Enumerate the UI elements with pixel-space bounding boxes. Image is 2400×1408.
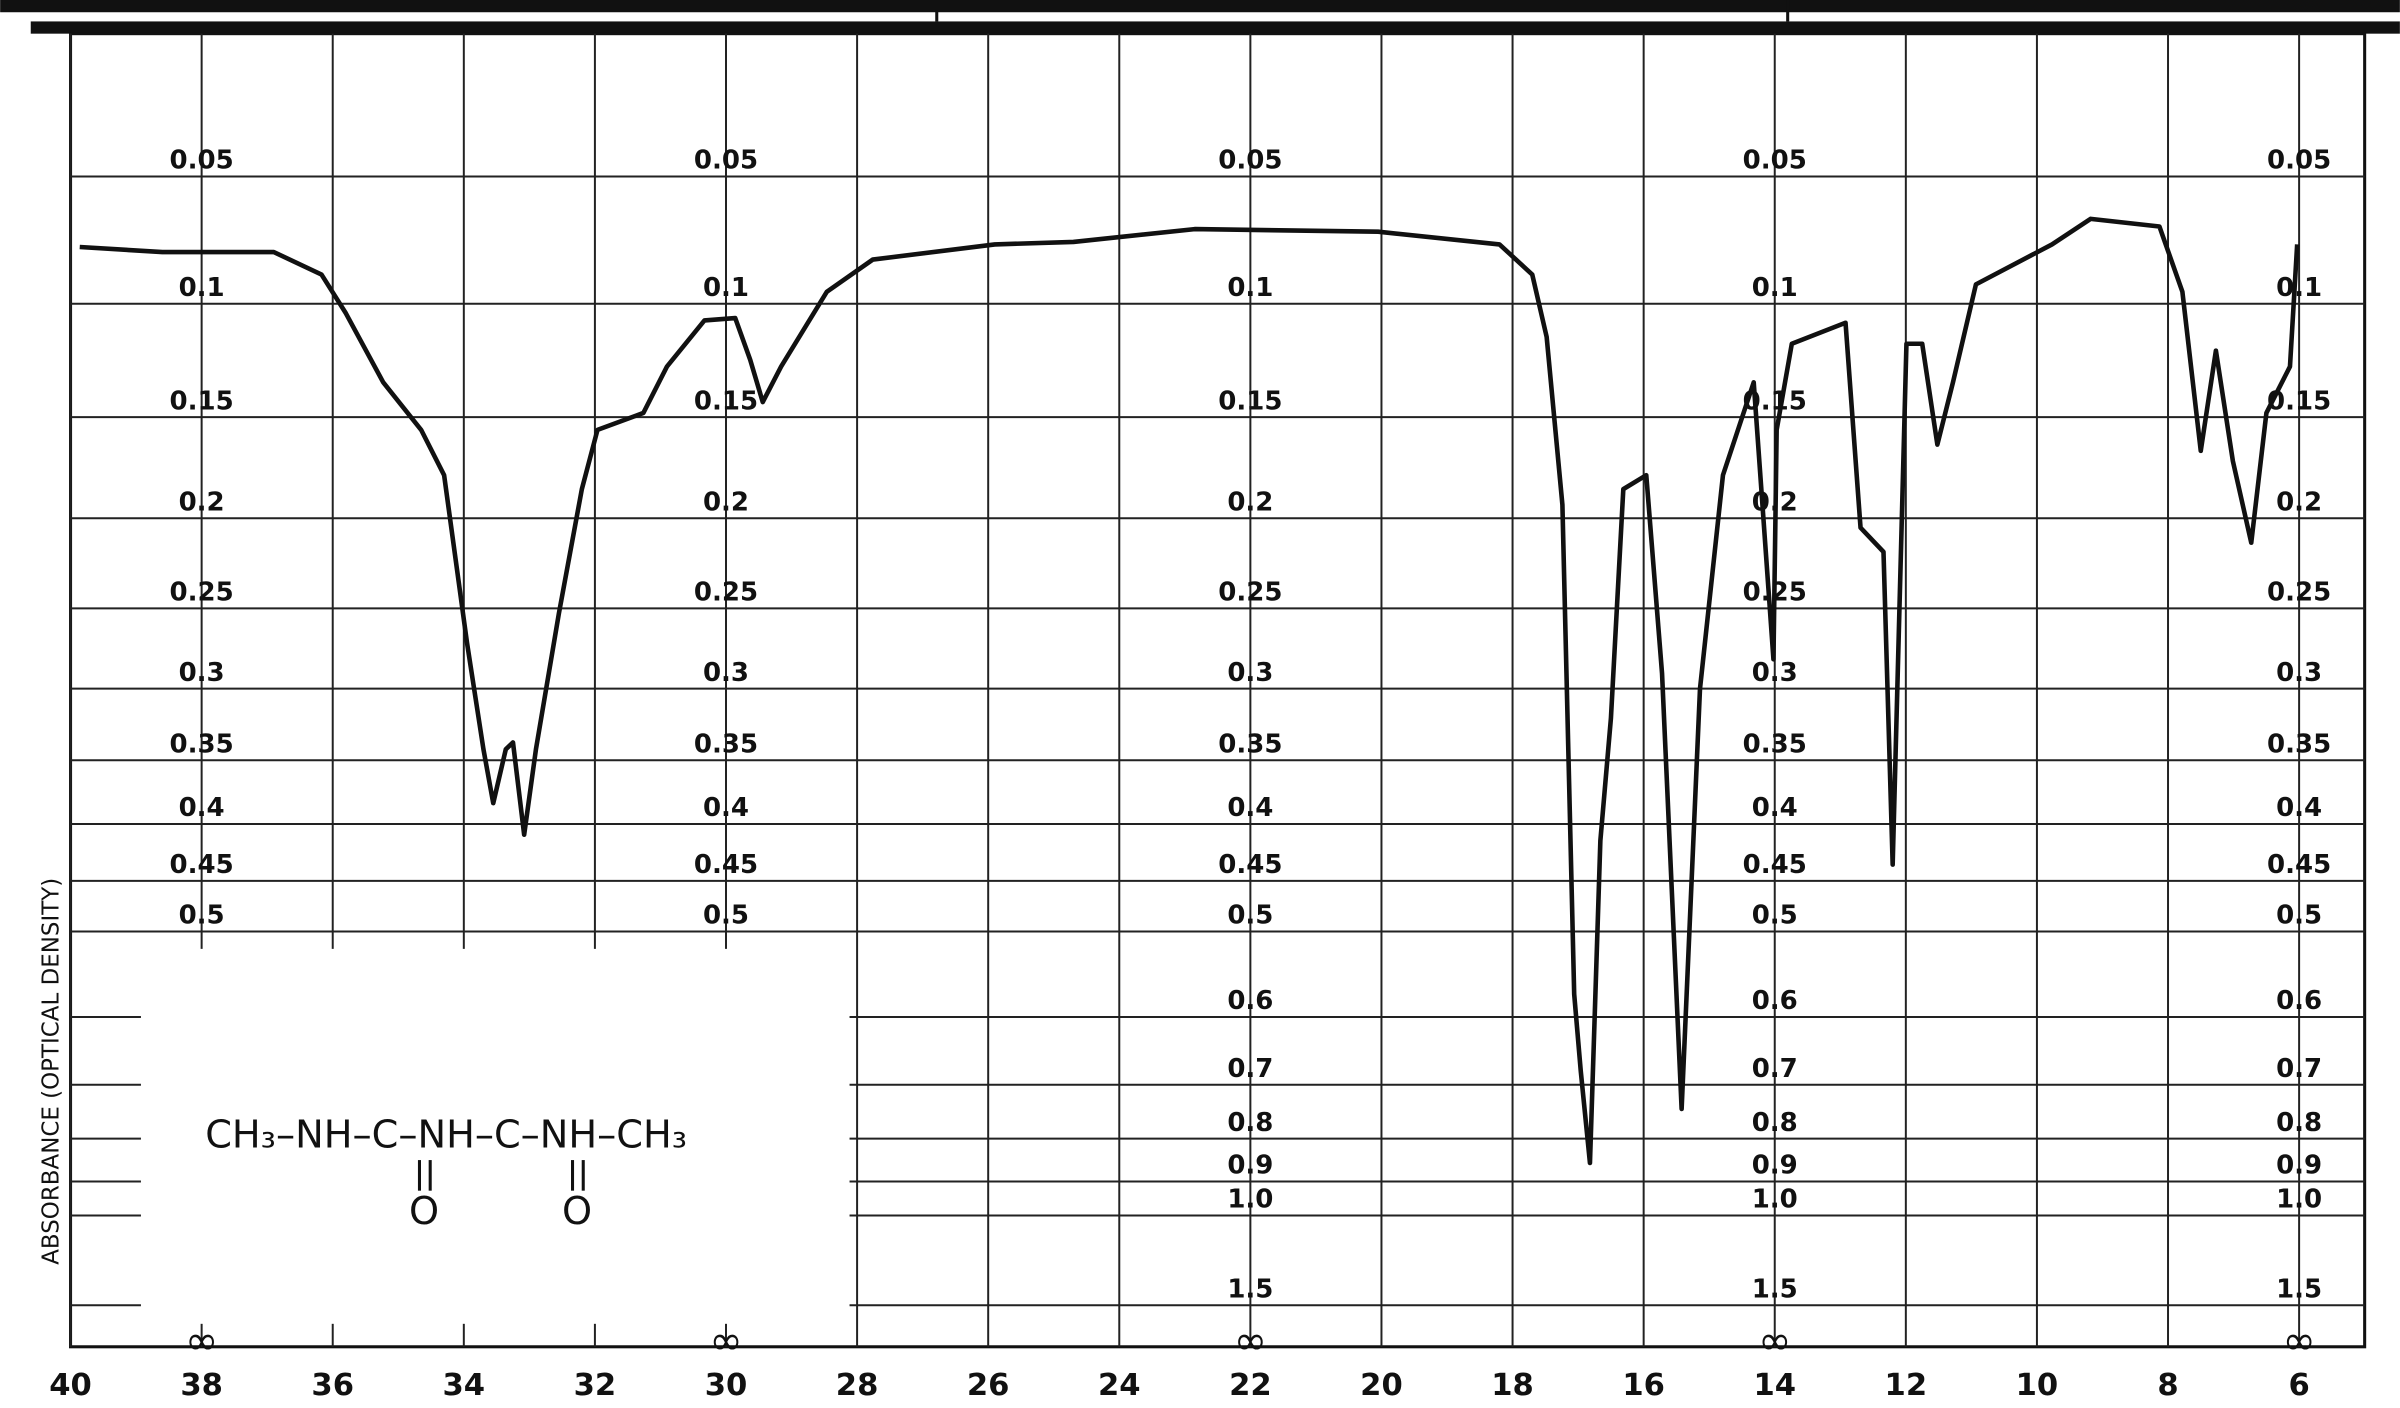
y-tick-label: 0.9 — [1752, 1151, 1798, 1181]
x-tick-label: 24 — [1098, 1368, 1141, 1403]
y-tick-label: 0.05 — [2267, 146, 2331, 176]
y-tick-label: 0.8 — [1752, 1108, 1798, 1138]
y-axis-label: ABSORBANCE (OPTICAL DENSITY) — [39, 878, 65, 1265]
y-tick-label: 0.45 — [694, 850, 758, 880]
y-tick-label: 0.45 — [170, 850, 234, 880]
y-tick-label: 0.4 — [179, 793, 225, 823]
y-tick-label: 0.5 — [1227, 901, 1273, 931]
y-tick-label: 0.3 — [2276, 658, 2322, 688]
infinity-label: ∞ — [709, 1318, 742, 1364]
y-tick-label: 0.3 — [1227, 658, 1273, 688]
structure-oxygen: O — [409, 1189, 439, 1234]
y-tick-label: 0.4 — [703, 793, 749, 823]
y-tick-label: 0.8 — [1227, 1108, 1273, 1138]
x-tick-label: 26 — [967, 1368, 1010, 1403]
y-tick-label: 1.5 — [1752, 1274, 1798, 1304]
y-tick-label: 0.25 — [1218, 578, 1282, 608]
x-tick-label: 8 — [2157, 1368, 2178, 1403]
x-tick-label: 40 — [49, 1368, 92, 1403]
x-tick-label: 20 — [1360, 1368, 1403, 1403]
infinity-label: ∞ — [185, 1318, 218, 1364]
x-tick-label: 22 — [1229, 1368, 1272, 1403]
x-tick-label: 30 — [705, 1368, 748, 1403]
y-tick-label: 1.5 — [2276, 1274, 2322, 1304]
x-tick-label: 18 — [1491, 1368, 1534, 1403]
x-tick-label: 12 — [1885, 1368, 1928, 1403]
y-tick-label: 0.6 — [2276, 986, 2322, 1016]
x-tick-label: 6 — [2288, 1368, 2309, 1403]
structure-box: CH₃–NH–C–NH–C–NH–CH₃ O O — [140, 948, 850, 1324]
y-tick-label: 0.3 — [1752, 658, 1798, 688]
y-tick-label: 0.4 — [1752, 793, 1798, 823]
y-tick-label: 0.45 — [1743, 850, 1807, 880]
x-tick-label: 34 — [443, 1368, 486, 1403]
y-tick-label: 0.05 — [1743, 146, 1807, 176]
infinity-label: ∞ — [1758, 1318, 1791, 1364]
top-bar — [0, 0, 2400, 13]
y-tick-label: 0.15 — [694, 386, 758, 416]
y-tick-label: 0.3 — [703, 658, 749, 688]
x-tick-label: 16 — [1622, 1368, 1665, 1403]
y-tick-label: 0.35 — [1218, 729, 1282, 759]
y-tick-label: 0.3 — [179, 658, 225, 688]
structure-panel — [140, 948, 850, 1324]
x-tick-label: 28 — [836, 1368, 879, 1403]
y-tick-label: 0.05 — [1218, 146, 1282, 176]
y-tick-label: 0.05 — [170, 146, 234, 176]
y-tick-label: 0.4 — [1227, 793, 1273, 823]
infinity-label: ∞ — [1234, 1318, 1267, 1364]
structure-formula: CH₃–NH–C–NH–C–NH–CH₃ — [205, 1113, 687, 1158]
y-tick-label: 1.5 — [1227, 1274, 1273, 1304]
infinity-label: ∞ — [2283, 1318, 2316, 1364]
y-tick-label: 0.05 — [694, 146, 758, 176]
y-tick-label: 0.45 — [1218, 850, 1282, 880]
structure-oxygen: O — [562, 1189, 592, 1234]
y-tick-label: 0.1 — [1752, 273, 1798, 303]
y-tick-label: 0.5 — [1752, 901, 1798, 931]
y-tick-label: 0.6 — [1227, 986, 1273, 1016]
y-tick-label: 0.35 — [694, 729, 758, 759]
x-tick-label: 38 — [180, 1368, 223, 1403]
y-tick-label: 0.45 — [2267, 850, 2331, 880]
y-tick-label: 0.35 — [1743, 729, 1807, 759]
x-tick-label: 36 — [311, 1368, 354, 1403]
y-tick-label: 0.25 — [170, 578, 234, 608]
spectrum-line — [79, 216, 2300, 1166]
y-tick-label: 0.1 — [703, 273, 749, 303]
y-tick-label: 0.25 — [694, 578, 758, 608]
y-tick-label: 0.2 — [179, 487, 225, 517]
y-tick-label: 0.5 — [179, 901, 225, 931]
y-tick-label: 0.2 — [703, 487, 749, 517]
y-tick-label: 0.1 — [179, 273, 225, 303]
y-tick-label: 0.9 — [2276, 1151, 2322, 1181]
y-tick-label: 0.2 — [1227, 487, 1273, 517]
y-tick-label: 1.0 — [1227, 1185, 1273, 1215]
y-tick-label: 0.8 — [2276, 1108, 2322, 1138]
y-tick-label: 0.6 — [1752, 986, 1798, 1016]
y-tick-label: 0.1 — [2276, 273, 2322, 303]
y-tick-label: 0.1 — [1227, 273, 1273, 303]
y-tick-label: 0.5 — [703, 901, 749, 931]
y-tick-label: 0.7 — [1752, 1054, 1798, 1084]
y-tick-label: 0.2 — [2276, 487, 2322, 517]
y-tick-label: 0.7 — [1227, 1054, 1273, 1084]
y-tick-label: 0.25 — [2267, 578, 2331, 608]
y-tick-label: 0.5 — [2276, 901, 2322, 931]
y-tick-label: 0.15 — [1218, 386, 1282, 416]
y-tick-label: 0.35 — [2267, 729, 2331, 759]
x-tick-label: 10 — [2016, 1368, 2059, 1403]
y-tick-label: 0.15 — [170, 386, 234, 416]
y-tick-label: 1.0 — [2276, 1185, 2322, 1215]
x-tick-label: 32 — [574, 1368, 617, 1403]
y-tick-label: 0.7 — [2276, 1054, 2322, 1084]
y-tick-label: 0.4 — [2276, 793, 2322, 823]
y-tick-label: 0.35 — [170, 729, 234, 759]
y-tick-label: 0.9 — [1227, 1151, 1273, 1181]
x-tick-label: 14 — [1753, 1368, 1796, 1403]
y-tick-label: 1.0 — [1752, 1185, 1798, 1215]
top-bar — [30, 21, 2400, 34]
